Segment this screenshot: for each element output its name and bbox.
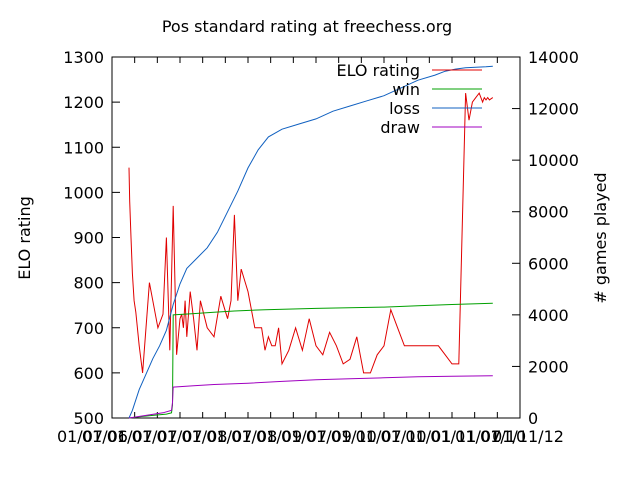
y-axis-label: ELO rating — [15, 196, 34, 280]
x-tick-label: 01/10 — [381, 427, 427, 446]
x-tick-label: 01/06 — [82, 427, 128, 446]
y-tick-label: 900 — [73, 229, 104, 248]
series-line-loss — [128, 65, 493, 419]
x-tick-label: 01/07 — [281, 427, 327, 446]
chart-title: Pos standard rating at freechess.org — [162, 17, 452, 36]
x-tick-label: 01/01 — [405, 427, 451, 446]
y2-tick-label: 0 — [528, 409, 538, 428]
x-tick-label: 01/10 — [480, 427, 526, 446]
series-line-draw — [128, 375, 493, 419]
plot-axes: 500 600 700 800 900 1000 1100 1200 1300 0 2000 4000… — [57, 48, 579, 446]
x-tick-label: 01/07 — [132, 427, 178, 446]
legend-label: loss — [389, 99, 420, 118]
y-tick-label: 1200 — [63, 93, 104, 112]
legend-label: ELO rating — [336, 61, 420, 80]
x-tick-label: 01/07 — [157, 427, 203, 446]
y2-tick-label: 2000 — [528, 357, 569, 376]
x-tick-label: 01/07 — [455, 427, 501, 446]
x-tick-label: 01/09 — [256, 427, 302, 446]
legend-label: win — [392, 80, 420, 99]
x-tick-label: 01/07 — [107, 427, 153, 446]
x-tick-label: 01/08 — [231, 427, 277, 446]
y-tick-label: 500 — [73, 409, 104, 428]
y2-tick-label: 4000 — [528, 306, 569, 325]
y2-tick-label: 12000 — [528, 100, 579, 119]
x-tick-label: 01/07 — [356, 427, 402, 446]
x-tick-label: 01/07 — [57, 427, 103, 446]
y2-axis-label: # games played — [591, 172, 610, 303]
x-tick-label: 01/11/12 — [492, 427, 564, 446]
series-group — [128, 65, 494, 419]
y2-tick-label: 8000 — [528, 203, 569, 222]
legend-label: draw — [380, 118, 420, 137]
x-tick-label: 01/10 — [331, 427, 377, 446]
y-tick-label: 800 — [73, 274, 104, 293]
y2-tick-label: 14000 — [528, 48, 579, 67]
y-tick-label: 1000 — [63, 183, 104, 202]
y-tick-label: 600 — [73, 364, 104, 383]
x-tick-label: 01/08 — [181, 427, 227, 446]
x-tick-label: 01/11 — [430, 427, 476, 446]
y-tick-label: 700 — [73, 319, 104, 338]
y-tick-label: 1300 — [63, 48, 104, 67]
y2-tick-label: 10000 — [528, 151, 579, 170]
series-line-win — [128, 302, 493, 419]
y-tick-label: 1100 — [63, 138, 104, 157]
x-tick-label: 01/07 — [206, 427, 252, 446]
series-line-elo-rating — [128, 92, 494, 374]
y2-tick-label: 6000 — [528, 254, 569, 273]
x-tick-label: 01/09 — [306, 427, 352, 446]
